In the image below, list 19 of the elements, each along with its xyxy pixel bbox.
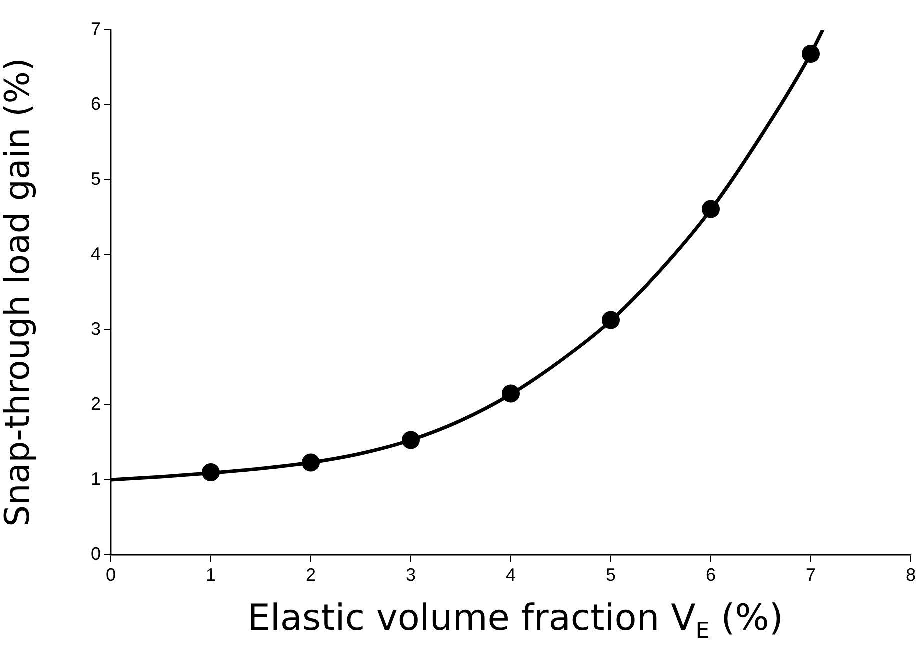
y-tick-label: 0: [90, 544, 101, 564]
x-tick-label: 2: [306, 564, 316, 585]
x-tick-label: 6: [706, 564, 716, 585]
x-tick-label: 1: [206, 564, 216, 585]
x-tick-label: 4: [506, 564, 516, 585]
y-tick-label: 5: [90, 168, 101, 189]
x-tick-label: 5: [606, 564, 616, 585]
y-tick-label: 1: [90, 468, 101, 489]
y-tick-label: 4: [90, 244, 101, 264]
y-tick-label: 7: [90, 18, 101, 39]
y-tick-label: 3: [90, 318, 101, 339]
y-axis-title: Snap-through load gain (%): [0, 58, 38, 527]
x-axis-title: Elastic volume fraction V$_{E}$ (%): [246, 598, 784, 644]
x-tick-label: 7: [806, 564, 816, 585]
y-tick-label: 2: [90, 394, 101, 414]
x-tick-label: 8: [906, 564, 916, 585]
y-tick-label: 6: [90, 94, 101, 114]
x-tick-label: 3: [406, 564, 416, 585]
x-tick-label: 0: [106, 564, 116, 585]
